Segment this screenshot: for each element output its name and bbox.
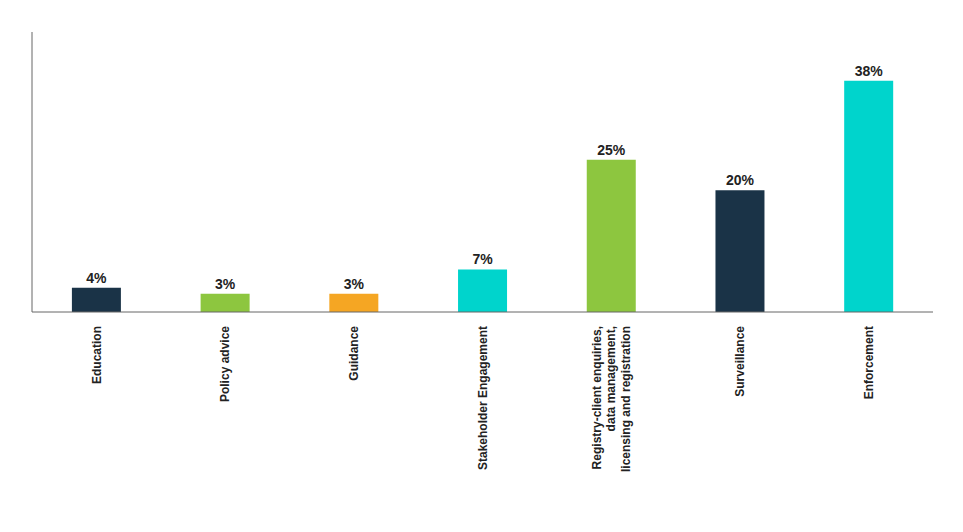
svg-text:3%: 3% [215,276,236,292]
svg-text:25%: 25% [597,142,626,158]
svg-text:4%: 4% [86,270,107,286]
svg-text:Enforcement: Enforcement [862,326,876,399]
svg-text:Registry-client enquiries,data: Registry-client enquiries,data managemen… [590,326,633,472]
svg-text:20%: 20% [726,172,755,188]
svg-text:Policy advice: Policy advice [218,326,232,402]
svg-text:3%: 3% [344,276,365,292]
svg-text:38%: 38% [855,63,884,79]
svg-text:7%: 7% [472,251,493,267]
svg-text:Education: Education [90,326,104,384]
svg-text:Surveillance: Surveillance [733,326,747,397]
svg-text:Guidance: Guidance [347,326,361,381]
svg-text:Stakeholder Engagement: Stakeholder Engagement [476,326,490,470]
